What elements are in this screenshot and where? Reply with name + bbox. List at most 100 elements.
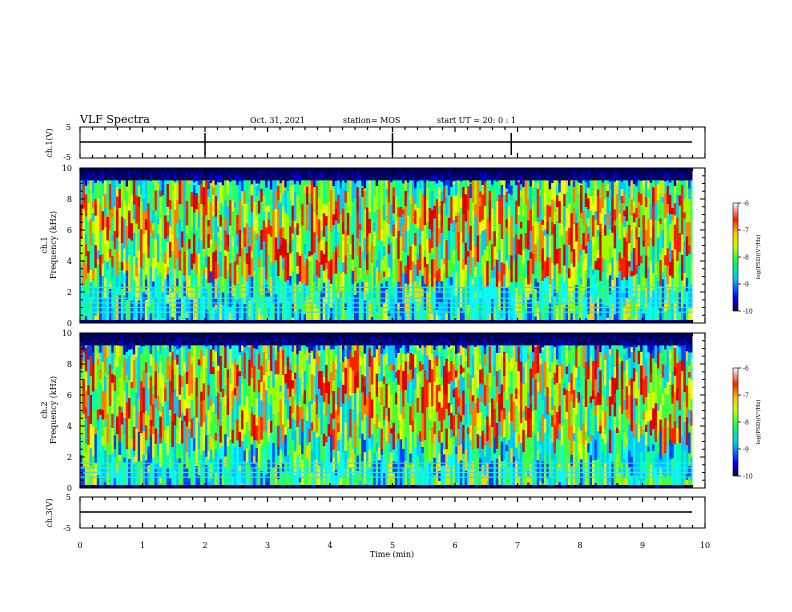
spectrogram-cell bbox=[183, 242, 187, 252]
spectrogram-cell bbox=[589, 356, 593, 381]
spectrogram-cell bbox=[327, 345, 331, 358]
spectrogram-cell bbox=[337, 337, 340, 339]
spectrogram-cell bbox=[447, 276, 451, 300]
spectrogram-cell bbox=[132, 388, 136, 407]
spectrogram-cell bbox=[197, 359, 201, 366]
spectrogram-cell bbox=[366, 254, 369, 260]
spectrogram-cell bbox=[577, 386, 581, 393]
spectrogram-cell bbox=[166, 241, 170, 268]
spectrogram-cell bbox=[394, 220, 398, 238]
spectrogram-cell bbox=[152, 404, 155, 427]
spectrogram-cell bbox=[274, 336, 278, 341]
spectrogram-cell bbox=[161, 180, 165, 196]
spectrogram-cell bbox=[106, 357, 110, 375]
spectrogram-cell bbox=[625, 464, 629, 488]
spectrogram-cell bbox=[286, 443, 290, 451]
spectrogram-cell bbox=[185, 200, 189, 218]
spectrogram-cell bbox=[164, 382, 167, 389]
spectrogram-cell bbox=[416, 253, 420, 260]
spectrogram-cell bbox=[430, 443, 434, 473]
spectrogram-cell bbox=[358, 356, 362, 366]
spectrogram-cell bbox=[346, 359, 350, 378]
spectrogram-cell bbox=[370, 336, 374, 345]
spectrogram-cell bbox=[274, 374, 278, 380]
spectrogram-cell bbox=[531, 345, 535, 362]
spectrogram-cell bbox=[476, 434, 480, 449]
spectrogram-cell bbox=[474, 425, 477, 444]
spectrogram-cell bbox=[346, 377, 350, 401]
spectrogram-cell bbox=[351, 270, 355, 284]
spectrogram-cell bbox=[635, 345, 638, 357]
spectrogram-cell bbox=[445, 180, 449, 186]
spectrogram-cell bbox=[180, 282, 184, 299]
spectrogram-cell bbox=[536, 345, 540, 373]
spectrogram-cell bbox=[640, 426, 643, 436]
spectrogram-cell bbox=[281, 471, 285, 488]
spectrogram-cell bbox=[190, 227, 194, 247]
spectrogram-cell bbox=[683, 304, 687, 323]
spectrogram-cell bbox=[495, 386, 499, 403]
spectrogram-cell bbox=[315, 394, 319, 415]
spectrogram-cell bbox=[491, 398, 494, 427]
spectrogram-cell bbox=[368, 366, 372, 393]
spectrogram-cell bbox=[226, 206, 230, 235]
spectrogram-cell bbox=[656, 221, 660, 238]
spectrogram-cell bbox=[277, 351, 280, 375]
spectrogram-cell bbox=[96, 180, 100, 199]
spectrogram-cell bbox=[137, 173, 141, 176]
spectrogram-cell bbox=[293, 352, 297, 361]
spectrogram-cell bbox=[209, 374, 213, 397]
spectrogram-cell bbox=[149, 420, 153, 426]
spectrogram-cell bbox=[507, 268, 511, 289]
spectrogram-cell bbox=[572, 407, 576, 434]
spectrogram-cell bbox=[161, 438, 165, 447]
spectrogram-cell bbox=[219, 345, 223, 357]
spectrogram-cell bbox=[442, 238, 446, 259]
spectrogram-cell bbox=[567, 177, 571, 186]
spectrogram-cell bbox=[394, 303, 398, 323]
spectrogram-cell bbox=[80, 401, 83, 411]
spectrogram-cell bbox=[474, 478, 477, 488]
spectrogram-cell bbox=[606, 180, 610, 184]
spectrogram-cell bbox=[296, 235, 300, 253]
spectrogram-cell bbox=[560, 315, 564, 323]
spectrogram-cell bbox=[601, 438, 605, 452]
spectrogram-cell bbox=[587, 218, 590, 227]
spectrogram-cell bbox=[298, 420, 302, 445]
spectrogram-cell bbox=[462, 186, 465, 215]
spectrogram-cell bbox=[89, 282, 93, 298]
spectrogram-cell bbox=[154, 362, 158, 372]
spectrogram-cell bbox=[101, 346, 105, 362]
spectrogram-cell bbox=[539, 344, 542, 354]
spectrogram-cell bbox=[80, 455, 83, 462]
spectrogram-cell bbox=[293, 174, 297, 185]
spectrogram-cell bbox=[580, 278, 583, 284]
spectrogram-cell bbox=[390, 269, 393, 296]
spectrogram-cell bbox=[584, 345, 588, 363]
spectrogram-cell bbox=[370, 433, 374, 447]
spectrogram-cell bbox=[507, 309, 511, 323]
spectrogram-cell bbox=[108, 248, 112, 258]
spectrogram-cell bbox=[567, 382, 571, 392]
spectrogram-cell bbox=[442, 272, 446, 300]
spectrogram-cell bbox=[80, 203, 83, 215]
spectrogram-cell bbox=[310, 343, 314, 351]
spectrogram-cell bbox=[623, 226, 626, 238]
spectrogram-cell bbox=[596, 258, 600, 270]
spectrogram-cell bbox=[587, 459, 590, 471]
spectrogram-cell bbox=[572, 202, 576, 208]
spectrogram-cell bbox=[229, 412, 232, 440]
spectrogram-cell bbox=[104, 180, 107, 195]
spectrogram-cell bbox=[608, 355, 612, 380]
spectrogram-cell bbox=[647, 246, 651, 258]
spectrogram-cell bbox=[493, 258, 497, 267]
spectrogram-cell bbox=[447, 345, 451, 372]
spectrogram-cell bbox=[265, 279, 268, 285]
spectrogram-cell bbox=[543, 277, 547, 293]
spectrogram-cell bbox=[245, 263, 249, 282]
spectrogram-cell bbox=[80, 368, 83, 378]
spectrogram-cell bbox=[96, 264, 100, 280]
spectrogram-cell bbox=[149, 464, 153, 478]
spectrogram-cell bbox=[606, 273, 610, 280]
spectrogram-cell bbox=[442, 449, 446, 455]
